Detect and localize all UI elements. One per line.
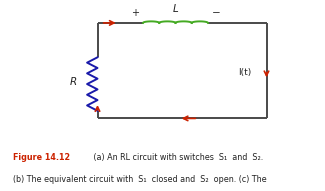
Text: −: − xyxy=(212,8,220,18)
Text: (b) The equivalent circuit with  S₁  closed and  S₂  open. (c) The: (b) The equivalent circuit with S₁ close… xyxy=(13,175,266,184)
Text: I(t): I(t) xyxy=(239,68,252,77)
Text: R: R xyxy=(70,77,77,87)
Text: Figure 14.12: Figure 14.12 xyxy=(13,153,70,162)
Text: L: L xyxy=(173,4,178,14)
Text: +: + xyxy=(131,8,139,18)
Text: (a) An RL circuit with switches  S₁  and  S₂.: (a) An RL circuit with switches S₁ and S… xyxy=(86,153,263,162)
